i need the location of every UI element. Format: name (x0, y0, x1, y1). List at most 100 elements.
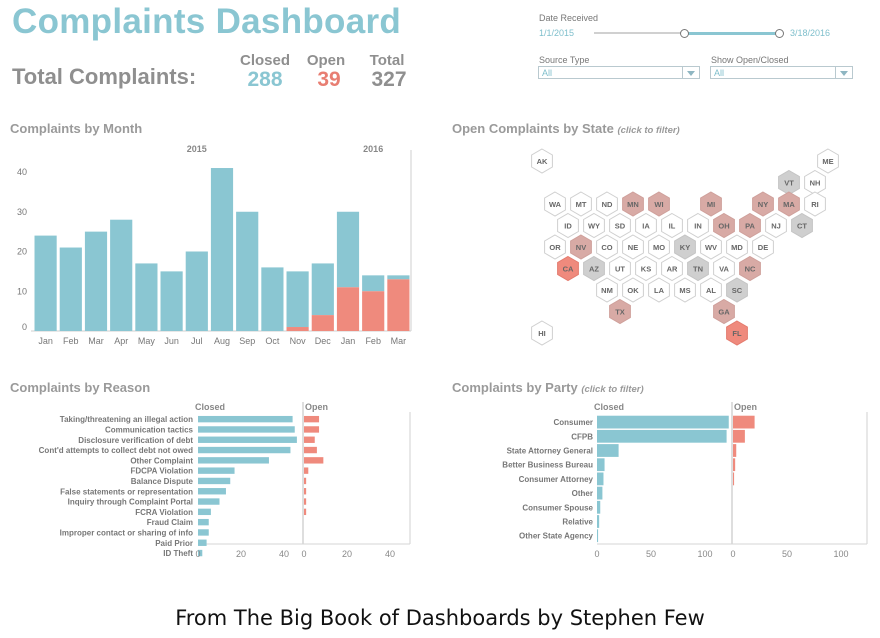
bar-closed[interactable] (362, 275, 385, 292)
state-hex-shape[interactable] (622, 234, 644, 260)
state-hex-nm[interactable]: NM (596, 277, 618, 303)
state-hex-la[interactable]: LA (648, 277, 670, 303)
bar-open[interactable] (733, 472, 735, 486)
state-hex-shape[interactable] (674, 277, 696, 303)
bar-open[interactable] (304, 436, 315, 443)
state-hex-mn[interactable]: MN (622, 191, 644, 217)
state-hex-shape[interactable] (531, 320, 553, 346)
state-hex-shape[interactable] (557, 212, 579, 239)
state-hex-shape[interactable] (778, 191, 800, 217)
state-hex-shape[interactable] (713, 212, 735, 239)
bar-open[interactable] (304, 426, 320, 433)
bar-closed[interactable] (198, 488, 226, 495)
bar-closed[interactable] (198, 549, 203, 557)
state-hex-ks[interactable]: KS (635, 255, 657, 282)
state-hex-ne[interactable]: NE (622, 234, 644, 260)
bar-closed[interactable] (110, 219, 133, 331)
state-hex-shape[interactable] (648, 191, 670, 217)
state-hex-shape[interactable] (752, 234, 774, 260)
bar-closed[interactable] (198, 508, 211, 516)
state-hex-az[interactable]: AZ (583, 255, 605, 282)
state-hex-tx[interactable]: TX (609, 298, 631, 325)
state-hex-shape[interactable] (648, 234, 670, 260)
bar-closed[interactable] (210, 168, 234, 331)
bar-open[interactable] (304, 498, 307, 505)
bar-closed[interactable] (34, 235, 57, 331)
state-hex-shape[interactable] (791, 212, 813, 239)
bar-open[interactable] (304, 477, 307, 485)
state-hex-tn[interactable]: TN (687, 255, 709, 282)
state-hex-pa[interactable]: PA (739, 212, 761, 239)
bar-closed[interactable] (261, 267, 284, 331)
state-hex-il[interactable]: IL (661, 212, 683, 239)
state-hex-ky[interactable]: KY (674, 234, 696, 260)
state-hex-ia[interactable]: IA (635, 212, 657, 239)
bar-open[interactable] (311, 315, 334, 331)
bar-closed[interactable] (597, 486, 603, 500)
bar-closed[interactable] (597, 472, 604, 486)
bar-closed[interactable] (597, 500, 601, 514)
state-hex-shape[interactable] (700, 277, 722, 303)
state-hex-oh[interactable]: OH (713, 212, 735, 239)
bar-closed[interactable] (597, 515, 600, 528)
bar-closed[interactable] (198, 477, 231, 485)
state-hex-mi[interactable]: MI (700, 191, 722, 217)
state-hex-mt[interactable]: MT (570, 191, 592, 217)
bar-closed[interactable] (198, 498, 220, 505)
state-hex-shape[interactable] (817, 148, 839, 174)
state-hex-md[interactable]: MD (726, 234, 748, 260)
bar-closed[interactable] (59, 247, 82, 331)
bar-open[interactable] (304, 488, 307, 495)
state-hex-ny[interactable]: NY (752, 191, 774, 217)
state-hex-wi[interactable]: WI (648, 191, 670, 217)
bar-closed[interactable] (84, 231, 108, 331)
state-hex-shape[interactable] (531, 148, 553, 174)
bar-open[interactable] (362, 291, 385, 331)
bar-closed[interactable] (185, 251, 208, 332)
state-hex-ak[interactable]: AK (531, 148, 553, 174)
state-hex-shape[interactable] (674, 234, 696, 260)
bar-open[interactable] (304, 415, 320, 423)
state-hex-shape[interactable] (752, 191, 774, 217)
state-hex-id[interactable]: ID (557, 212, 579, 239)
bar-closed[interactable] (198, 539, 207, 546)
state-hex-wy[interactable]: WY (583, 212, 605, 239)
bar-closed[interactable] (160, 271, 183, 331)
state-hex-shape[interactable] (700, 191, 722, 217)
bar-closed[interactable] (597, 429, 727, 443)
state-hex-ga[interactable]: GA (713, 298, 735, 325)
state-hex-shape[interactable] (713, 255, 735, 282)
bar-closed[interactable] (336, 211, 360, 288)
state-hex-al[interactable]: AL (700, 277, 722, 303)
state-hex-ms[interactable]: MS (674, 277, 696, 303)
state-hex-in[interactable]: IN (687, 212, 709, 239)
state-hex-hi[interactable]: HI (531, 320, 553, 346)
state-hex-ri[interactable]: RI (804, 191, 826, 217)
state-hex-ca[interactable]: CA (557, 255, 579, 282)
bar-open[interactable] (304, 457, 324, 464)
state-hex-shape[interactable] (583, 255, 605, 282)
state-hex-shape[interactable] (700, 234, 722, 260)
bar-closed[interactable] (387, 275, 410, 280)
state-hex-shape[interactable] (726, 277, 748, 303)
bar-closed[interactable] (198, 518, 209, 526)
state-hex-nh[interactable]: NH (804, 169, 826, 196)
state-hex-nv[interactable]: NV (570, 234, 592, 260)
state-hex-shape[interactable] (544, 191, 566, 217)
bar-open[interactable] (286, 327, 309, 331)
state-hex-shape[interactable] (687, 212, 709, 239)
state-hex-ct[interactable]: CT (791, 212, 813, 239)
state-hex-ut[interactable]: UT (609, 255, 631, 282)
open-closed-dropdown[interactable]: All (710, 66, 853, 79)
state-hex-co[interactable]: CO (596, 234, 618, 260)
bar-open[interactable] (387, 279, 410, 331)
state-hex-nc[interactable]: NC (739, 255, 761, 282)
state-hex-shape[interactable] (609, 212, 631, 239)
bar-open[interactable] (304, 467, 309, 474)
state-hex-ar[interactable]: AR (661, 255, 683, 282)
bar-closed[interactable] (198, 467, 235, 474)
bar-open[interactable] (304, 508, 307, 516)
state-hex-shape[interactable] (739, 212, 761, 239)
bar-closed[interactable] (597, 458, 605, 472)
state-hex-shape[interactable] (583, 212, 605, 239)
